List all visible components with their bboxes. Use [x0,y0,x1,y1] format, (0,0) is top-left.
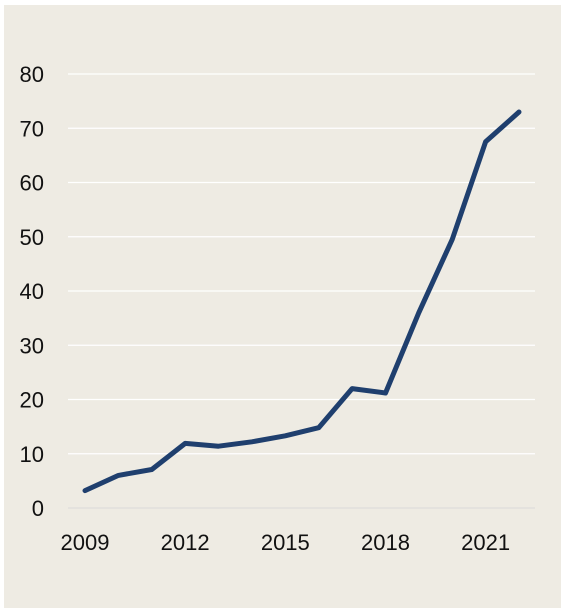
x-tick-label-2012: 2012 [161,530,210,555]
y-tick-label-80: 80 [20,62,44,87]
x-tick-label-2018: 2018 [361,530,410,555]
x-tick-label-2021: 2021 [461,530,510,555]
y-tick-label-30: 30 [20,333,44,358]
y-tick-label-0: 0 [32,496,44,521]
x-tick-label-2015: 2015 [261,530,310,555]
y-tick-label-40: 40 [20,279,44,304]
series-group [82,109,522,494]
y-tick-label-20: 20 [20,388,44,413]
y-tick-label-10: 10 [20,442,44,467]
y-axis-ticks: 0 10 20 30 40 50 60 70 80 [20,62,44,521]
y-tick-label-50: 50 [20,225,44,250]
y-tick-label-70: 70 [20,116,44,141]
x-axis-ticks: 2009 2012 2015 2018 2021 [61,530,511,555]
x-tick-label-2009: 2009 [61,530,110,555]
gridlines [68,73,535,455]
y-tick-label-60: 60 [20,171,44,196]
series-line-0 [82,109,522,494]
